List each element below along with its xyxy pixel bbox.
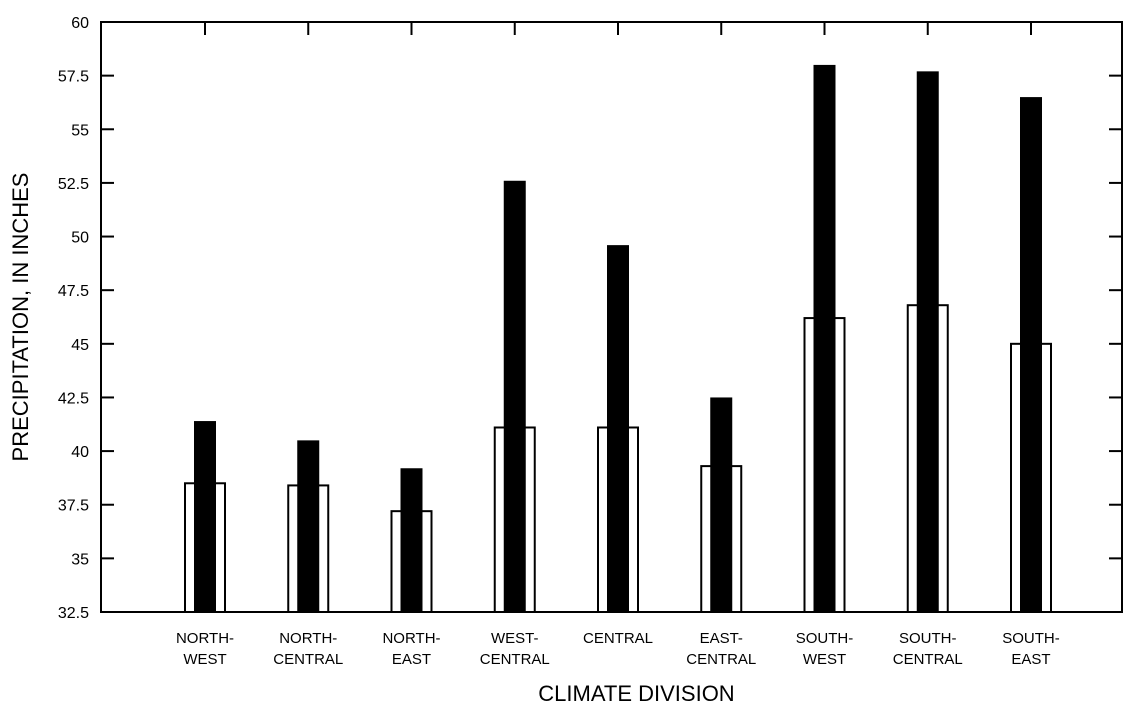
bar-filled: [710, 397, 733, 612]
y-tick-label: 35: [71, 551, 89, 568]
bar-filled: [916, 71, 939, 612]
category-label: SOUTH-CENTRAL: [893, 630, 963, 668]
y-tick-label: 32.5: [58, 605, 89, 622]
category-label: SOUTH-WEST: [796, 630, 854, 668]
y-tick-label: 60: [71, 15, 89, 32]
bars: [184, 64, 1052, 614]
y-tick-label: 42.5: [58, 390, 89, 407]
bar-filled: [297, 440, 320, 612]
category-label: EAST-CENTRAL: [686, 630, 756, 668]
category-label: WEST-CENTRAL: [480, 630, 550, 668]
category-label: NORTH-EAST: [382, 630, 440, 668]
bar-filled: [607, 245, 629, 613]
bar-filled: [813, 64, 836, 613]
bar-filled: [194, 421, 216, 612]
x-axis-title: CLIMATE DIVISION: [538, 681, 734, 706]
y-tick-label: 52.5: [58, 176, 89, 193]
y-tick-label: 50: [71, 230, 89, 247]
bar-filled: [400, 468, 423, 612]
y-tick-label: 57.5: [58, 69, 89, 86]
bar-filled: [503, 180, 526, 612]
y-tick-label: 45: [71, 337, 89, 354]
category-labels: NORTH-WEST NORTH-CENTRAL NORTH-EAST WEST-CE…: [176, 630, 1060, 668]
plot-frame: [100, 21, 1123, 613]
category-label: CENTRAL: [583, 630, 653, 647]
bar-filled: [1020, 97, 1042, 612]
y-tick-label: 55: [71, 122, 89, 139]
y-tick-label: 40: [71, 444, 89, 461]
y-axis-ticks: 32.5 35 37.5 40 42.5 45 47.5 50 52.5 55 57.5 60: [58, 15, 1122, 622]
category-label: NORTH-CENTRAL: [273, 630, 343, 668]
y-tick-label: 47.5: [58, 283, 89, 300]
y-axis-title: PRECIPITATION, IN INCHES: [8, 173, 33, 462]
category-label: NORTH-WEST: [176, 630, 234, 668]
category-label: SOUTH-EAST: [1002, 630, 1060, 668]
y-tick-label: 37.5: [58, 498, 89, 515]
